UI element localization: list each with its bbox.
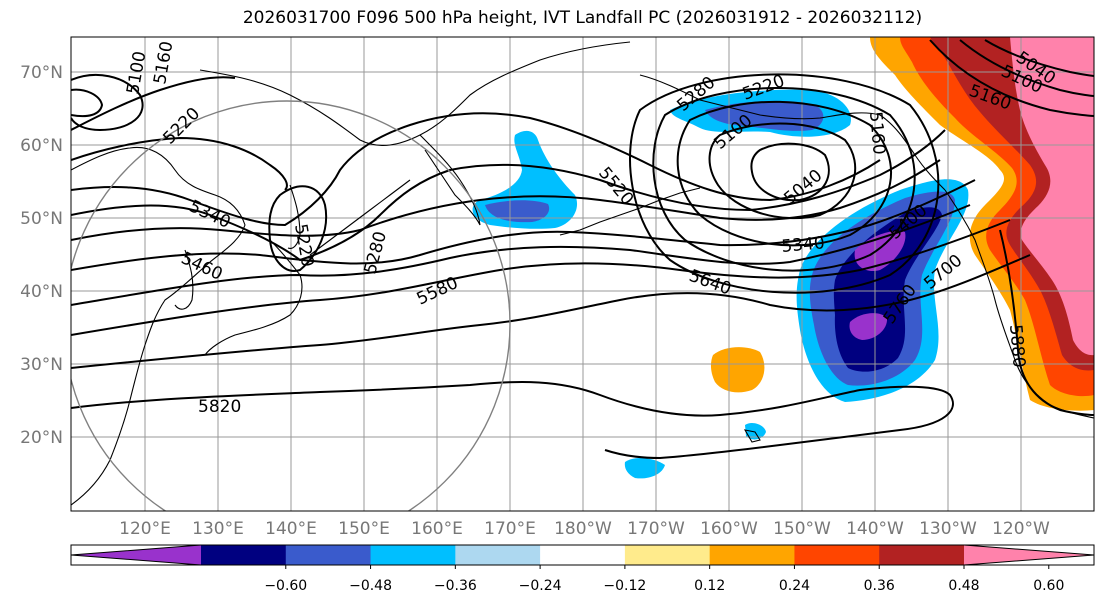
lon-label: 180°W [554,519,612,539]
coast-okhotsk-siberia [199,41,631,146]
contour-5700 [71,219,1011,336]
lat-label: 30°N [20,355,63,375]
colorbar-tick-label: 0.60 [1033,578,1064,594]
coast-korea [174,249,194,310]
lon-label: 160°E [411,519,463,539]
map-title: 2026031700 F096 500 hPa height, IVT Land… [242,8,923,28]
contour-aleutian-low-5100 [708,122,857,220]
longitude-labels: 120°E 130°E 140°E 150°E 160°E 170°E 180°… [119,519,1050,539]
colorbar-segment [370,545,456,565]
colorbar-segment [285,545,372,565]
lat-label: 50°N [20,209,63,229]
contour-label: 5160 [865,111,889,156]
colorbar-tick-label: 0.12 [694,578,725,594]
lon-label: 170°E [484,519,536,539]
contour-label: 5880 [1005,324,1029,369]
colorbar-segment [709,545,795,565]
lat-label: 40°N [20,282,63,302]
contour-east-5160 [929,39,1094,117]
contour-5460 [71,129,946,262]
ivt-patch-hawaii [624,458,665,479]
colorbar-tick-label: 0.24 [779,578,810,594]
coast-kamchatka [419,134,481,226]
colorbar-extend-low [71,545,201,565]
lon-label: 170°W [627,519,685,539]
lon-label: 140°E [265,519,317,539]
contour-5160 [71,76,236,131]
lon-label: 160°W [700,519,758,539]
lon-label: 130°E [192,519,244,539]
coast-aleutians [559,187,701,236]
contour-aleutian-low-5280 [629,73,940,294]
colorbar-tick-label: −0.60 [264,578,307,594]
contour-label: 5820 [198,397,241,417]
contour-aleutian-low-5040 [750,142,830,202]
coast-japan [204,239,303,356]
colorbar-tick-label: −0.48 [349,578,392,594]
lat-label: 70°N [20,63,63,83]
lat-label: 60°N [20,136,63,156]
lat-label: 20°N [20,428,63,448]
contour-5820 [71,381,954,460]
contour-5220 [71,136,288,191]
contour-5100-ring [71,74,144,132]
colorbar-segment [201,545,287,565]
contour-east-5100 [959,39,1094,97]
colorbar-tick-label: −0.24 [519,578,562,594]
contour-aleutian-low-5160 [676,100,892,247]
ivt-patch-hawaii-small [745,422,766,440]
colorbar-segment [879,545,965,565]
contour-5340 [71,112,881,227]
contour-5640 [71,204,971,306]
region-circle [71,100,511,511]
latitude-labels: 70°N 60°N 50°N 40°N 30°N 20°N [20,63,63,448]
contour-aleutian-low-5220 [652,87,916,272]
colorbar: −0.60 −0.48 −0.36 −0.24 −0.12 0.12 0.24 0.36 0.4… [70,544,1095,594]
lon-label: 150°E [338,519,390,539]
lon-label: 150°W [773,519,831,539]
ivt-patch-aleutian-low [710,347,765,393]
coast-hawaii [743,429,761,443]
height-contours [71,39,1094,460]
ivt-max-purple-2 [849,313,888,340]
contour-5520 [71,159,941,241]
ivt-shading-positive [710,37,1094,411]
contour-5280-ring [268,185,328,272]
colorbar-segment [794,545,880,565]
ivt-max-purple-1 [854,230,906,272]
coast-east-asia [71,146,246,506]
coast-kuril [309,179,411,256]
lon-label: 120°E [119,519,171,539]
colorbar-segment [455,545,541,565]
colorbar-segment [624,545,711,565]
contour-label: 5340 [781,233,826,257]
colorbar-border [70,544,1095,566]
contour-east-5040 [984,39,1094,77]
colorbar-segments [70,544,1095,566]
colorbar-tick-label: 0.48 [948,578,979,594]
colorbar-segment [540,545,626,565]
lon-label: 130°W [919,519,977,539]
colorbar-tick-label: −0.36 [434,578,477,594]
contour-5880 [999,229,1094,416]
contour-5040-ring [71,88,104,118]
colorbar-extend-high [964,545,1094,565]
lon-label: 140°W [846,519,904,539]
lon-label: 120°W [992,519,1050,539]
contour-5760 [71,254,1031,369]
colorbar-tick-label: −0.12 [603,578,646,594]
colorbar-ticks: −0.60 −0.48 −0.36 −0.24 −0.12 0.12 0.24 0.36 0.4… [264,565,1064,594]
colorbar-tick-label: 0.36 [864,578,895,594]
map-border [70,36,1095,512]
